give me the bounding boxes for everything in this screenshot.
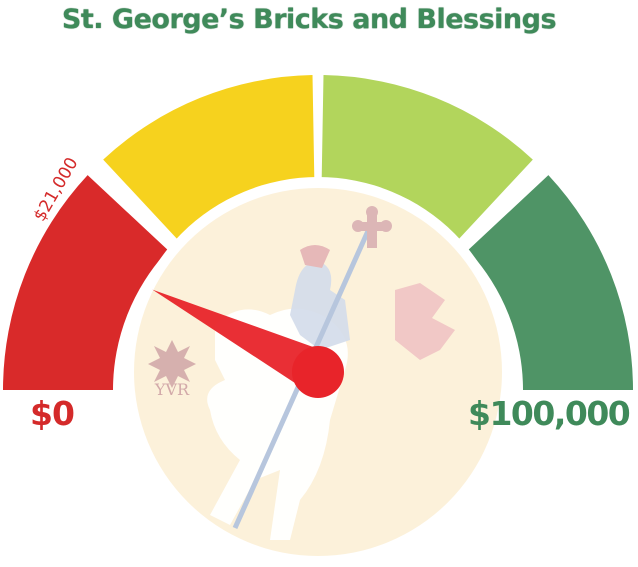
yvr-logo bbox=[148, 340, 196, 388]
page-title: St. George’s Bricks and Blessings bbox=[61, 4, 557, 35]
gauge-min-label: $0 bbox=[30, 394, 75, 433]
gauge-segment-red bbox=[3, 175, 169, 390]
gauge-needle bbox=[152, 289, 344, 398]
gauge-segment-dark-green bbox=[467, 175, 633, 390]
gauge-max-label: $100,000 bbox=[468, 394, 631, 433]
yvr-logo-text: YVR bbox=[154, 380, 190, 399]
gauge-segment-yellow bbox=[103, 75, 315, 241]
cross-icon bbox=[352, 206, 392, 248]
gauge-segment-light-green bbox=[321, 75, 533, 241]
